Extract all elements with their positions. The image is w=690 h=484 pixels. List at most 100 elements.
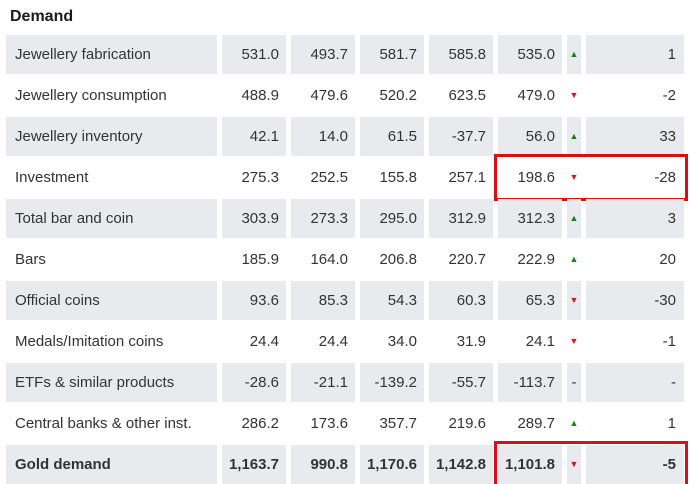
trend-down-icon: ▼: [569, 172, 579, 182]
value-cell-4: -37.7: [429, 117, 493, 156]
value-cell-5: 198.6: [517, 169, 555, 186]
row-highlight-group: 289.7 ▲ 1: [498, 404, 684, 443]
row-highlight-group: 535.0 ▲ 1: [498, 35, 684, 74]
change-cell: -1: [662, 333, 676, 350]
value-cell-5: 479.0: [517, 87, 555, 104]
trend-up-icon: ▲: [569, 418, 579, 428]
row-label: Investment: [15, 169, 89, 186]
value-cell-1: 42.1: [222, 117, 286, 156]
value-cell-1: 275.3: [241, 169, 279, 186]
row-label: Jewellery inventory: [6, 117, 217, 156]
value-cell-4: 257.1: [448, 169, 486, 186]
value-cell-2: 990.8: [291, 445, 355, 484]
change-cell: -5: [586, 445, 684, 484]
row-label: ETFs & similar products: [6, 363, 217, 402]
table-row: Investment 275.3 252.5 155.8 257.1 198.6…: [6, 154, 688, 201]
row-label: Central banks & other inst.: [15, 415, 192, 432]
value-cell-2: 173.6: [310, 415, 348, 432]
table-row: Bars 185.9 164.0 206.8 220.7 222.9 ▲ 20: [6, 240, 684, 279]
value-cell-2: 164.0: [310, 251, 348, 268]
value-cell-1: 1,163.7: [222, 445, 286, 484]
row-highlight-group: 312.3 ▲ 3: [498, 199, 684, 238]
row-label: Official coins: [6, 281, 217, 320]
change-cell: -30: [586, 281, 684, 320]
value-cell-5: 312.3: [498, 199, 562, 238]
value-cell-1: 185.9: [241, 251, 279, 268]
value-cell-1: 286.2: [241, 415, 279, 432]
value-cell-3: 295.0: [360, 199, 424, 238]
value-cell-2: 14.0: [291, 117, 355, 156]
row-highlight-group: 1,101.8 ▼ -5: [494, 441, 688, 484]
value-cell-5: 535.0: [498, 35, 562, 74]
value-cell-4: 312.9: [429, 199, 493, 238]
trend-up-icon: ▲: [567, 117, 581, 156]
trend-none-icon: -: [567, 363, 581, 402]
table-row: ETFs & similar products -28.6 -21.1 -139…: [6, 363, 684, 402]
value-cell-2: 273.3: [291, 199, 355, 238]
value-cell-5: 56.0: [498, 117, 562, 156]
value-cell-5: 222.9: [517, 251, 555, 268]
trend-up-icon: ▲: [567, 199, 581, 238]
value-cell-4: 623.5: [448, 87, 486, 104]
value-cell-3: 581.7: [360, 35, 424, 74]
value-cell-2: 252.5: [310, 169, 348, 186]
change-cell: 20: [659, 251, 676, 268]
change-cell: 1: [586, 35, 684, 74]
value-cell-2: 85.3: [291, 281, 355, 320]
row-label: Total bar and coin: [6, 199, 217, 238]
value-cell-1: 531.0: [222, 35, 286, 74]
row-label: Bars: [15, 251, 46, 268]
value-cell-2: 24.4: [318, 333, 348, 350]
value-cell-4: 1,142.8: [429, 445, 493, 484]
row-label: Jewellery fabrication: [6, 35, 217, 74]
value-cell-3: 520.2: [379, 87, 417, 104]
value-cell-3: 155.8: [379, 169, 417, 186]
trend-down-icon: ▼: [569, 90, 579, 100]
change-cell: 1: [667, 415, 676, 432]
value-cell-4: 60.3: [429, 281, 493, 320]
value-cell-4: 219.6: [448, 415, 486, 432]
value-cell-1: 24.4: [249, 333, 279, 350]
value-cell-3: 34.0: [387, 333, 417, 350]
change-cell: -2: [662, 87, 676, 104]
value-cell-5: 24.1: [525, 333, 555, 350]
table-row: Official coins 93.6 85.3 54.3 60.3 65.3 …: [6, 281, 684, 320]
value-cell-2: 493.7: [291, 35, 355, 74]
value-cell-3: 206.8: [379, 251, 417, 268]
value-cell-5: 1,101.8: [498, 445, 562, 484]
value-cell-1: 93.6: [222, 281, 286, 320]
row-highlight-group: -113.7 - -: [498, 363, 684, 402]
table-row: Jewellery fabrication 531.0 493.7 581.7 …: [6, 35, 684, 74]
table-row: Total bar and coin 303.9 273.3 295.0 312…: [6, 199, 684, 238]
value-cell-3: -139.2: [360, 363, 424, 402]
value-cell-2: 479.6: [310, 87, 348, 104]
value-cell-2: -21.1: [291, 363, 355, 402]
value-cell-5: 289.7: [517, 415, 555, 432]
value-cell-1: 303.9: [222, 199, 286, 238]
value-cell-5: 65.3: [498, 281, 562, 320]
change-cell: 3: [586, 199, 684, 238]
row-highlight-group: 65.3 ▼ -30: [498, 281, 684, 320]
change-cell: -: [586, 363, 684, 402]
row-highlight-group: 56.0 ▲ 33: [498, 117, 684, 156]
value-cell-4: 585.8: [429, 35, 493, 74]
row-label: Medals/Imitation coins: [15, 333, 164, 350]
row-label: Jewellery consumption: [15, 87, 167, 104]
change-cell: 33: [586, 117, 684, 156]
value-cell-4: -55.7: [429, 363, 493, 402]
value-cell-3: 1,170.6: [360, 445, 424, 484]
value-cell-4: 220.7: [448, 251, 486, 268]
value-cell-3: 357.7: [379, 415, 417, 432]
value-cell-3: 54.3: [360, 281, 424, 320]
trend-down-icon: ▼: [567, 445, 581, 484]
trend-up-icon: ▲: [567, 35, 581, 74]
table-row: Jewellery consumption 488.9 479.6 520.2 …: [6, 76, 684, 115]
table-row: Medals/Imitation coins 24.4 24.4 34.0 31…: [6, 322, 684, 361]
row-label: Gold demand: [6, 445, 217, 484]
value-cell-1: 488.9: [241, 87, 279, 104]
table-row: Jewellery inventory 42.1 14.0 61.5 -37.7…: [6, 117, 684, 156]
table-title: Demand: [10, 8, 74, 25]
value-cell-3: 61.5: [360, 117, 424, 156]
change-cell: -28: [654, 169, 676, 186]
